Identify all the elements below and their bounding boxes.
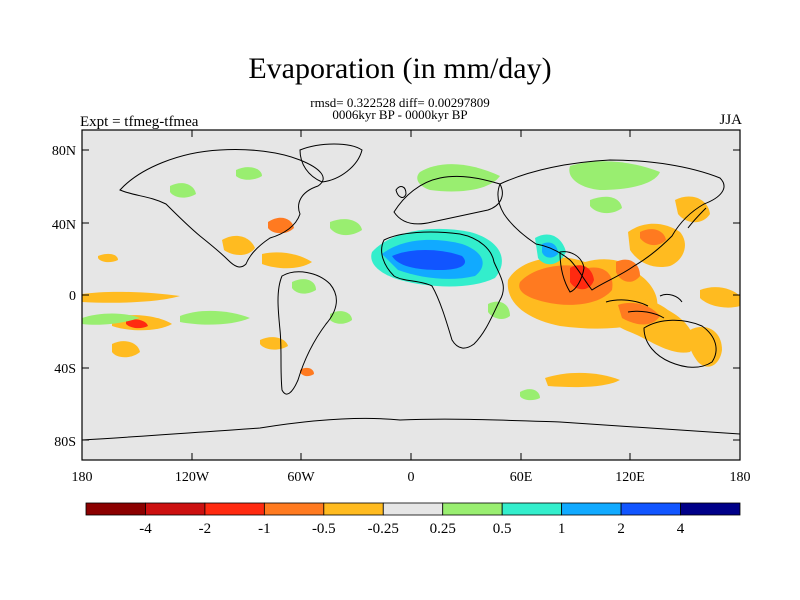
colorbar-box bbox=[263, 502, 325, 516]
coast-asia bbox=[497, 159, 725, 291]
colorbar-box bbox=[501, 502, 563, 516]
colorbar-label: 0.5 bbox=[493, 521, 512, 537]
colorbar-box bbox=[680, 502, 741, 516]
region-south-pacific bbox=[112, 341, 140, 358]
coast-british-isles bbox=[395, 186, 407, 198]
region-south-ocean-negative bbox=[300, 367, 314, 377]
lon-label-120w: 120W bbox=[175, 470, 210, 485]
region-south-africa-positive bbox=[488, 301, 510, 319]
colorbar-label: 1 bbox=[558, 521, 566, 537]
region-arctic-positive bbox=[236, 167, 262, 180]
colorbar-box bbox=[620, 502, 681, 516]
region-far-south-positive bbox=[520, 389, 540, 401]
region-north-africa-core bbox=[392, 250, 466, 270]
colorbar-label: 0.25 bbox=[430, 521, 456, 537]
region-west-pacific-strong bbox=[640, 229, 666, 246]
colorbar-box bbox=[323, 502, 384, 516]
region-maritime-strong bbox=[618, 302, 660, 325]
colorbar-label: -0.5 bbox=[312, 521, 336, 537]
colorbar: -4 -2 -1 -0.5 -0.25 0.25 0.5 1 2 4 bbox=[85, 502, 741, 537]
lat-label-40n: 40N bbox=[52, 218, 76, 233]
region-south-indian bbox=[545, 372, 620, 388]
region-tropical-pacific-positive bbox=[82, 313, 140, 325]
region-central-asia-positive bbox=[590, 196, 622, 214]
stats-line: rmsd= 0.322528 diff= 0.00297809 bbox=[310, 95, 490, 110]
colorbar-box bbox=[85, 502, 146, 516]
lon-label-120e: 120E bbox=[615, 470, 645, 485]
colorbar-label: 2 bbox=[617, 521, 625, 537]
colorbar-box bbox=[442, 502, 503, 516]
coast-north-america bbox=[119, 149, 324, 268]
coast-antarctica bbox=[81, 417, 741, 441]
colorbar-label: 4 bbox=[677, 521, 685, 537]
longitude-axis: 180 120W 60W 0 60E 120E 180 bbox=[72, 470, 751, 485]
period-line: 0006kyr BP - 0000kyr BP bbox=[332, 107, 468, 122]
colorbar-box bbox=[561, 502, 622, 516]
lon-label-60w: 60W bbox=[287, 470, 315, 485]
lat-label-80n: 80N bbox=[52, 144, 76, 159]
region-east-pacific bbox=[82, 291, 180, 303]
region-dateline-tropics bbox=[700, 287, 740, 308]
region-south-america-positive bbox=[292, 279, 316, 294]
region-atlantic-positive bbox=[330, 219, 362, 236]
lat-label-40s: 40S bbox=[54, 362, 76, 377]
region-north-america-positive bbox=[170, 183, 196, 198]
region-central-pacific-strong bbox=[126, 319, 148, 329]
plot-title: Evaporation (in mm/day) bbox=[248, 52, 552, 85]
colorbar-box bbox=[145, 502, 206, 516]
colorbar-label: -0.25 bbox=[368, 521, 399, 537]
region-east-australia bbox=[688, 326, 722, 367]
coast-europe bbox=[393, 175, 503, 225]
region-scandinavia-positive bbox=[417, 164, 500, 192]
region-philippines bbox=[616, 259, 640, 282]
region-gulf-mexico bbox=[222, 235, 255, 255]
coast-greenland bbox=[299, 143, 363, 183]
colorbar-box bbox=[382, 502, 444, 516]
coast-japan bbox=[687, 207, 707, 229]
coast-south-america bbox=[277, 271, 337, 395]
season-label: JJA bbox=[719, 112, 742, 128]
colorbar-box bbox=[204, 502, 265, 516]
coast-australia bbox=[643, 319, 717, 368]
region-northwest-pacific bbox=[675, 196, 710, 223]
lat-label-80s: 80S bbox=[54, 435, 76, 450]
colorbar-label: -4 bbox=[139, 521, 152, 537]
lon-label-180w: 180 bbox=[72, 470, 93, 485]
experiment-label: Expt = tfmeg-tfmea bbox=[80, 114, 199, 130]
lon-label-180e: 180 bbox=[730, 470, 751, 485]
coast-africa bbox=[381, 231, 504, 349]
lon-label-60e: 60E bbox=[510, 470, 533, 485]
lat-label-0: 0 bbox=[69, 289, 76, 304]
colorbar-label: -2 bbox=[199, 521, 212, 537]
region-siberia-positive bbox=[569, 161, 660, 190]
colorbar-label: -1 bbox=[258, 521, 271, 537]
coast-india bbox=[559, 251, 585, 293]
latitude-axis: 80N 40N 0 40S 80S bbox=[52, 144, 76, 450]
region-north-pacific-negative bbox=[98, 253, 118, 263]
axis-ticks bbox=[81, 130, 741, 460]
coastlines bbox=[81, 143, 741, 441]
coast-indonesia bbox=[605, 293, 683, 319]
region-us-east-coast bbox=[268, 217, 294, 234]
region-south-atlantic-positive bbox=[330, 311, 352, 324]
region-caribbean bbox=[262, 252, 312, 269]
region-south-pacific-positive bbox=[180, 310, 250, 325]
lon-label-0: 0 bbox=[408, 470, 415, 485]
